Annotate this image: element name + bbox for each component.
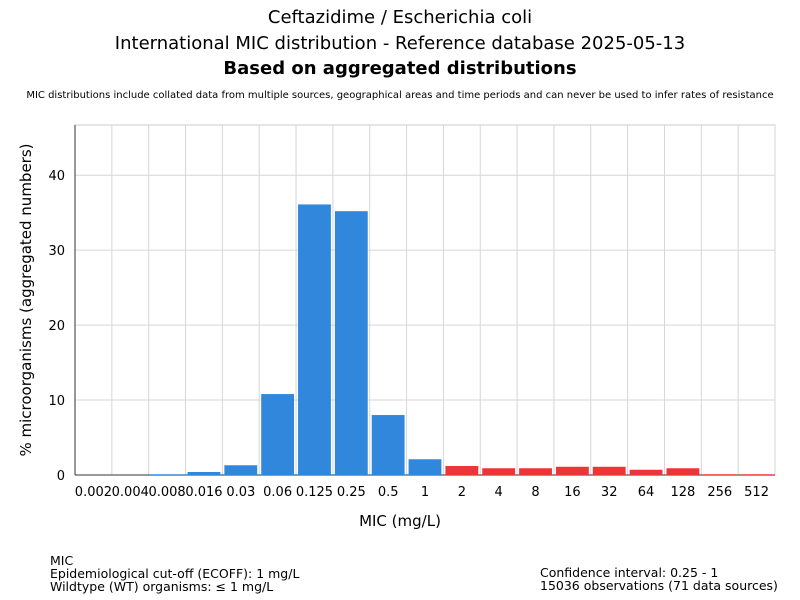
x-tick-label: 16 [564, 485, 581, 500]
x-tick-label: 0.125 [296, 485, 333, 500]
y-tick-label: 0 [57, 469, 65, 484]
x-tick-label: 1 [421, 485, 429, 500]
chart-title: Ceftazidime / Escherichia coli [267, 7, 533, 28]
bar-256 [703, 474, 737, 475]
chart-subtitle-database: International MIC distribution - Referen… [114, 33, 686, 54]
bar-0.25 [334, 211, 368, 476]
x-tick-label: 32 [601, 485, 618, 500]
x-tick-label: 8 [531, 485, 539, 500]
plot-frame [74, 124, 776, 476]
chart-subtitle-aggregated: Based on aggregated distributions [223, 58, 577, 79]
x-tick-label: 2 [458, 485, 466, 500]
bar-0.5 [371, 415, 405, 475]
bar-1 [408, 459, 442, 475]
bar-64 [629, 469, 663, 475]
chart-disclaimer: MIC distributions include collated data … [26, 90, 774, 101]
bar-2 [445, 466, 479, 475]
bar-32 [592, 466, 626, 475]
x-tick-label: 0.016 [185, 485, 222, 500]
x-tick-label: 0.002 [75, 485, 112, 500]
y-tick-label: 20 [48, 319, 65, 334]
footer-confidence: Confidence interval: 0.25 - 1 [540, 565, 719, 580]
footer-right: Confidence interval: 0.25 - 1 15036 obse… [540, 566, 778, 592]
footer-ecoff: Epidemiological cut-off (ECOFF): 1 mg/L [50, 566, 300, 581]
x-tick-label: 512 [744, 485, 769, 500]
bar-8 [519, 468, 552, 475]
bar-0.125 [298, 204, 331, 476]
x-tick-label: 4 [495, 485, 503, 500]
x-tick-label: 256 [707, 485, 732, 500]
x-tick-label: 128 [670, 485, 695, 500]
y-tick-label: 40 [48, 169, 65, 184]
y-tick-label: 10 [48, 394, 65, 409]
bar-0.06 [261, 394, 295, 475]
x-tick-label: 0.008 [148, 485, 185, 500]
x-tick-label: 0.03 [226, 485, 255, 500]
y-tick-label: 30 [48, 244, 65, 259]
bar-0.03 [224, 465, 258, 475]
bar-128 [666, 468, 700, 475]
bar-0.016 [187, 472, 221, 475]
bar-0.008 [150, 474, 184, 475]
x-tick-label: 0.06 [263, 485, 292, 500]
x-tick-label: 0.25 [337, 485, 366, 500]
x-tick-label: 0.004 [112, 485, 149, 500]
bar-16 [555, 466, 589, 475]
footer-observations: 15036 observations (71 data sources) [540, 578, 778, 593]
y-axis-label: % microorganisms (aggregated numbers) [17, 143, 35, 456]
bar-512 [740, 474, 773, 475]
x-axis-label: MIC (mg/L) [359, 512, 441, 530]
footer-mic: MIC [50, 553, 74, 568]
footer-left: MIC Epidemiological cut-off (ECOFF): 1 m… [50, 554, 299, 593]
footer-wildtype: Wildtype (WT) organisms: ≤ 1 mg/L [50, 579, 274, 594]
bar-4 [482, 468, 516, 475]
x-tick-label: 0.5 [378, 485, 399, 500]
x-tick-label: 64 [638, 485, 655, 500]
